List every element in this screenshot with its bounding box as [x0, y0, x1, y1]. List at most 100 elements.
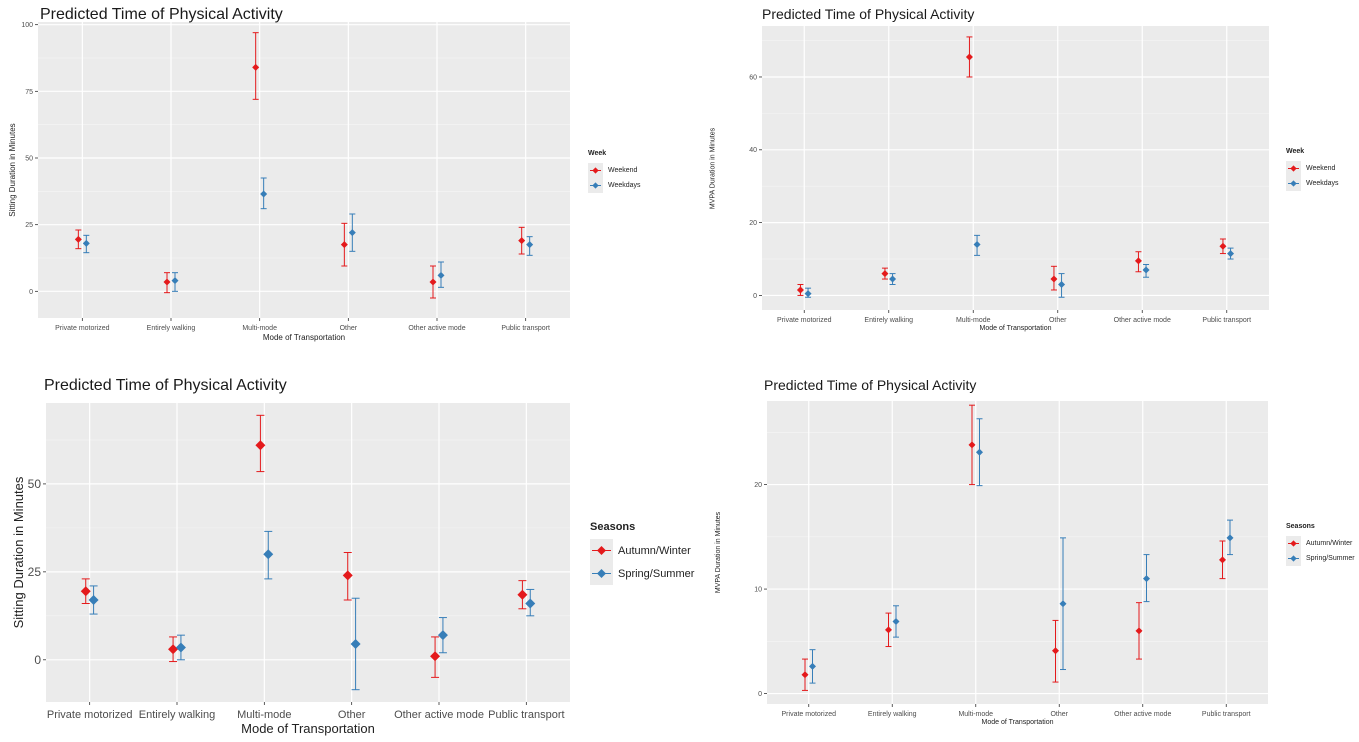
- data-point: [175, 642, 186, 653]
- y-tick-label: 60: [749, 74, 757, 81]
- legend-item: Weekend: [588, 163, 641, 178]
- x-tick-label: Multi-mode: [242, 325, 277, 332]
- legend-item: Autumn/Winter: [1286, 536, 1355, 551]
- y-tick-label: 75: [25, 89, 33, 96]
- legend-title: Seasons: [590, 521, 636, 533]
- x-tick-label: Other active mode: [408, 325, 465, 332]
- data-point: [437, 630, 448, 641]
- chart-panel-bottom-left: 0 25 50 Private motorized Entirely walking Mu…: [0, 371, 695, 742]
- data-point: [801, 671, 809, 679]
- data-point: [437, 271, 445, 279]
- data-point: [976, 448, 984, 456]
- legend-item: Weekdays: [1286, 176, 1339, 191]
- data-point: [348, 229, 356, 237]
- chart-plot-svg: 0 20 40 60 Private motorized Entirely walking…: [749, 26, 1269, 324]
- y-tick-label: 0: [29, 289, 33, 296]
- y-tick-label: 25: [25, 222, 33, 229]
- data-point: [965, 53, 973, 61]
- data-point: [429, 278, 437, 286]
- data-point: [889, 275, 897, 283]
- x-tick-label: Private motorized: [47, 709, 133, 721]
- data-point: [1218, 556, 1226, 564]
- legend-item-label: Weekend: [1306, 165, 1336, 172]
- data-point: [968, 441, 976, 449]
- data-point: [525, 598, 536, 609]
- legend-item-label: Weekdays: [1306, 180, 1339, 187]
- x-tick-label: Entirely walking: [139, 709, 215, 721]
- legend: Week Weekend Weekdays: [588, 150, 641, 193]
- x-tick-label: Private motorized: [782, 711, 837, 718]
- y-axis-label: MVPA Duration in Minutes: [714, 511, 722, 594]
- x-axis-label: Mode of Transportation: [241, 721, 375, 736]
- data-point: [163, 278, 171, 286]
- y-tick-label: 0: [34, 653, 41, 667]
- chart-panel-top-right: 0 20 40 60 Private motorized Entirely walking…: [680, 0, 1359, 355]
- x-tick-label: Public transport: [501, 325, 550, 332]
- legend-key-icon: [1286, 161, 1301, 176]
- legend-key-icon: [1286, 536, 1301, 551]
- x-tick-label: Public transport: [1202, 711, 1251, 718]
- legend: Week Weekend Weekdays: [1286, 148, 1339, 191]
- data-point: [168, 644, 179, 655]
- x-tick-label: Entirely walking: [147, 325, 196, 332]
- data-point: [804, 290, 812, 298]
- data-point: [809, 662, 817, 670]
- legend-item-label: Weekend: [608, 167, 638, 174]
- data-point: [88, 594, 99, 605]
- chart-plot-svg: 0 25 50 Private motorized Entirely walking Mu…: [28, 403, 570, 721]
- legend-item-label: Autumn/Winter: [618, 544, 691, 557]
- x-tick-label: Multi-mode: [237, 709, 291, 721]
- data-point: [517, 589, 528, 600]
- legend-item: Spring/Summer: [590, 562, 694, 585]
- y-axis-label: Sitting Duration in Minutes: [10, 476, 26, 629]
- data-point: [892, 617, 900, 625]
- data-point: [518, 237, 526, 245]
- chart-plot-svg: 0 10 20 Private motorized Entirely walking Mu…: [754, 401, 1268, 718]
- legend-key-icon: [590, 539, 613, 562]
- data-point: [252, 63, 260, 71]
- legend-title: Seasons: [1286, 523, 1315, 530]
- x-tick-label: Public transport: [1202, 317, 1251, 324]
- chart-panel-top-left: 0 25 50 75 100 Private motorized Entirely walk…: [0, 0, 680, 355]
- legend-item: Weekdays: [588, 178, 641, 193]
- data-point: [526, 241, 534, 249]
- data-point: [1226, 534, 1234, 542]
- x-axis-label: Mode of Transportation: [262, 333, 346, 342]
- data-point: [796, 286, 804, 294]
- data-point: [1227, 250, 1235, 258]
- data-point: [263, 549, 274, 560]
- data-point: [171, 277, 179, 285]
- x-tick-label: Entirely walking: [864, 317, 913, 324]
- y-tick-label: 20: [754, 482, 762, 489]
- chart-title: Predicted Time of Physical Activity: [40, 6, 283, 23]
- x-tick-label: Multi-mode: [958, 711, 993, 718]
- x-tick-label: Public transport: [488, 709, 564, 721]
- legend-key-icon: [590, 562, 613, 585]
- legend-key-icon: [588, 178, 603, 193]
- y-tick-label: 25: [28, 565, 42, 579]
- legend-key-icon: [1286, 551, 1301, 566]
- x-tick-label: Other active mode: [394, 709, 484, 721]
- plot-background: [38, 22, 570, 318]
- data-point: [74, 235, 82, 243]
- data-point: [260, 190, 268, 198]
- y-tick-label: 40: [749, 147, 757, 154]
- data-point: [430, 651, 441, 662]
- data-point: [973, 240, 981, 248]
- chart-title: Predicted Time of Physical Activity: [44, 377, 287, 394]
- chart-panel-bottom-right: 0 10 20 Private motorized Entirely walking Mu…: [680, 371, 1359, 742]
- x-axis-label: Mode of Transportation: [979, 325, 1052, 332]
- y-axis-label: Sitting Duration in Minutes: [8, 123, 17, 217]
- x-tick-label: Other: [1049, 317, 1067, 324]
- plot-background: [767, 401, 1268, 704]
- x-axis-label: Mode of Transportation: [981, 719, 1054, 726]
- legend-title: Week: [588, 150, 607, 157]
- x-tick-label: Private motorized: [55, 325, 110, 332]
- plot-background: [762, 26, 1269, 310]
- y-tick-label: 0: [753, 293, 757, 300]
- legend: Seasons Autumn/Winter Spring/Summer: [590, 521, 694, 585]
- legend-title: Week: [1286, 148, 1305, 155]
- data-point: [1134, 257, 1142, 265]
- y-tick-label: 100: [21, 22, 33, 29]
- data-point: [881, 270, 889, 278]
